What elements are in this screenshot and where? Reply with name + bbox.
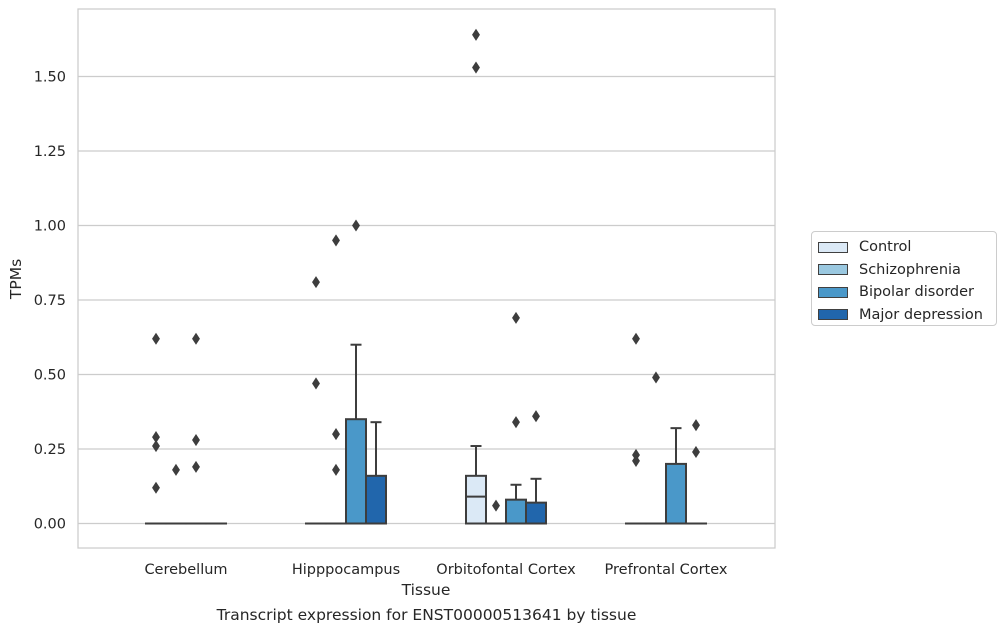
y-axis-label: TPMs bbox=[7, 259, 25, 300]
outlier-point bbox=[312, 276, 320, 289]
outlier-point bbox=[652, 371, 660, 384]
y-tick-label: 0.50 bbox=[34, 368, 66, 384]
y-tick-label: 1.50 bbox=[34, 70, 66, 86]
plot-background bbox=[78, 9, 775, 548]
x-axis-ticks: Cerebellum Hipppocampus Orbitofontal Corte… bbox=[144, 562, 727, 578]
box-rect bbox=[525, 501, 547, 525]
legend-item: Major depression bbox=[818, 304, 996, 327]
legend-swatch bbox=[818, 241, 848, 253]
x-tick-label: Cerebellum bbox=[144, 562, 227, 578]
x-axis-label: Tissue bbox=[401, 581, 451, 599]
x-tick-label: Prefrontal Cortex bbox=[605, 562, 728, 578]
box-control bbox=[465, 28, 487, 525]
outlier-point bbox=[172, 463, 180, 476]
box-rect bbox=[465, 474, 487, 525]
outlier-point bbox=[332, 428, 340, 441]
box-series bbox=[145, 28, 707, 525]
outlier-point bbox=[632, 332, 640, 345]
outlier-point bbox=[692, 419, 700, 432]
box-bipolar-disorder bbox=[665, 427, 687, 525]
x-tick-label: Hipppocampus bbox=[292, 562, 400, 578]
outlier-point bbox=[192, 434, 200, 447]
plot-frame bbox=[77, 8, 776, 549]
chart-caption: Transcript expression for ENST0000051364… bbox=[216, 606, 637, 624]
legend-label: Schizophrenia bbox=[859, 261, 961, 278]
box-major-depression bbox=[685, 419, 707, 525]
box-bipolar-disorder bbox=[345, 219, 367, 525]
outlier-point bbox=[332, 463, 340, 476]
box-major-depression bbox=[525, 410, 547, 525]
outlier-point bbox=[352, 219, 360, 232]
x-tick-label: Orbitofontal Cortex bbox=[436, 562, 576, 578]
legend-swatch bbox=[818, 309, 848, 321]
legend-item: Control bbox=[818, 236, 996, 259]
legend-label: Bipolar disorder bbox=[859, 284, 974, 301]
legend-label: Major depression bbox=[859, 306, 983, 323]
outlier-point bbox=[632, 454, 640, 467]
outlier-point bbox=[312, 377, 320, 390]
box-rect bbox=[365, 474, 387, 525]
outlier-point bbox=[512, 311, 520, 324]
y-tick-label: 0.75 bbox=[34, 293, 66, 309]
box-control bbox=[305, 276, 327, 525]
outlier-point bbox=[512, 416, 520, 429]
outlier-point bbox=[472, 61, 480, 74]
box-control bbox=[145, 332, 167, 525]
outlier-point bbox=[152, 439, 160, 453]
box-schizophrenia bbox=[485, 499, 507, 525]
y-tick-label: 1.00 bbox=[34, 219, 66, 235]
legend-item: Schizophrenia bbox=[818, 259, 996, 282]
box-rect bbox=[505, 498, 527, 525]
outlier-point bbox=[152, 481, 160, 494]
y-tick-label: 1.25 bbox=[34, 144, 66, 160]
outlier-point bbox=[332, 234, 340, 247]
box-major-depression bbox=[365, 421, 387, 525]
y-axis-ticks: 0.00 0.25 0.50 0.75 1.00 1.25 1.50 bbox=[34, 70, 66, 533]
outlier-point bbox=[192, 332, 200, 345]
box-schizophrenia bbox=[645, 371, 667, 525]
outlier-point bbox=[152, 332, 160, 345]
outlier-point bbox=[192, 460, 200, 473]
box-bipolar-disorder bbox=[505, 311, 527, 525]
legend: Control Schizophrenia Bipolar disorder Majo… bbox=[811, 231, 997, 326]
outlier-point bbox=[492, 499, 500, 512]
box-rect bbox=[345, 418, 367, 525]
outlier-point bbox=[532, 410, 540, 423]
y-tick-label: 0.25 bbox=[34, 442, 66, 458]
outlier-point bbox=[472, 28, 480, 41]
y-tick-label: 0.00 bbox=[34, 517, 66, 533]
box-rect bbox=[665, 462, 687, 525]
legend-item: Bipolar disorder bbox=[818, 281, 996, 304]
outlier-point bbox=[692, 445, 700, 459]
legend-swatch bbox=[818, 264, 848, 276]
legend-swatch bbox=[818, 286, 848, 298]
legend-label: Control bbox=[859, 239, 912, 256]
